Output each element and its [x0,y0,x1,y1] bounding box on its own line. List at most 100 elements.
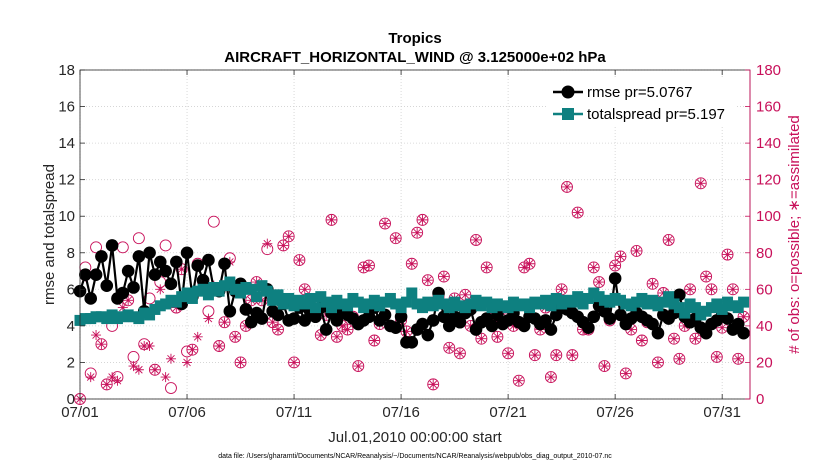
rmse-point [651,326,665,340]
obs-possible-point [512,374,525,387]
totalspread-point [202,289,214,301]
obs-assimilated-point [160,372,171,383]
y-right-tick-label: 80 [756,245,773,262]
obs-possible-point [721,248,734,261]
totalspread-point [186,292,198,304]
obs-assimilated-point [647,278,658,289]
totalspread-point [304,292,316,304]
y-right-tick-label: 140 [756,135,781,152]
footer-data-file: data file: /Users/gharamti/Documents/NCA… [218,453,612,460]
obs-assimilated-point [149,364,160,375]
obs-assimilated-point [669,333,680,344]
obs-possible-point [165,382,177,394]
obs-possible-point [95,338,108,351]
obs-possible-point [416,213,429,226]
obs-assimilated-point [481,262,492,273]
y-right-tick-label: 20 [756,354,773,371]
rmse-point [582,321,595,335]
axes: 07/01 07/06 07/11 07/16 07/21 07/26 07/31 0 2 4 6 8… [58,62,781,421]
obs-possible-point [480,261,493,274]
obs-assimilated-point [401,326,412,337]
rmse-point [614,308,627,322]
obs-possible-point [646,277,659,290]
obs-assimilated-point [192,331,203,342]
obs-assimilated-point [144,340,155,351]
obs-possible-point [443,341,456,354]
rmse-point [223,304,237,318]
rmse-point [121,264,135,278]
rmse-point [271,308,285,322]
totalspread-point [326,302,338,314]
obs-possible-point [502,347,515,360]
y-axis-right-label: # of obs: o=possible; ∗=assimilated [786,115,803,354]
obs-possible-point [437,270,450,283]
totalspread-point [716,303,728,315]
obs-assimilated-point [428,379,439,390]
obs-assimilated-point [380,218,391,229]
x-axis-label: Jul.01,2010 00:00:00 start [328,429,502,446]
totalspread-point [245,283,257,295]
obs-assimilated-point [85,372,96,383]
y-tick-label: 4 [67,318,75,335]
rmse-point [89,268,103,282]
rmse-point [100,279,114,292]
totalspread-point [572,291,584,303]
y-tick-label: 0 [67,391,75,408]
obs-possible-point [427,378,440,391]
totalspread-point [283,292,295,304]
x-tick-label: 07/06 [168,404,206,421]
obs-assimilated-point [422,275,433,286]
obs-assimilated-point [123,295,134,306]
obs-possible-point [619,367,632,380]
obs-possible-point [587,261,600,274]
rmse-point [132,250,146,263]
chart-subtitle: AIRCRAFT_HORIZONTAL_WIND @ 3.125000e+02 … [224,49,606,66]
obs-possible-point [470,234,482,246]
rmse-point [517,319,531,333]
obs-possible-point [609,259,622,272]
obs-assimilated-point [337,320,348,331]
obs-possible-point [148,363,161,376]
obs-assimilated-point [685,284,696,295]
rmse-point [159,264,172,278]
obs-assimilated-point [165,353,176,364]
rmse-point [84,292,98,305]
obs-assimilated-point [96,339,107,350]
obs-assimilated-point [112,375,123,386]
x-tick-label: 07/01 [61,404,99,421]
rmse-point [485,319,499,333]
obs-assimilated-point [508,320,519,331]
obs-assimilated-point [454,348,465,359]
rmse-point [378,308,392,322]
rmse-point [362,310,376,324]
obs-possible-point [288,356,301,369]
obs-assimilated-point [326,214,337,225]
obs-assimilated-point [631,245,642,256]
obs-possible-point [352,360,365,373]
totalspread-point [224,276,236,288]
obs-assimilated-point [610,260,621,271]
totalspread-point [400,296,412,308]
y-right-tick-label: 120 [756,172,781,189]
rmse-point [389,321,403,335]
rmse-point [721,312,734,325]
obs-possible-point [234,356,247,369]
obs-assimilated-point [417,214,428,225]
rmse-point [603,312,617,325]
obs-assimilated-point [315,330,326,341]
totalspread-point [309,302,321,314]
rmse-point [95,250,108,263]
y-right-tick-label: 60 [756,281,773,298]
obs-assimilated-point [139,340,150,351]
obs-assimilated-point [733,353,744,364]
rmse-point [421,328,435,342]
obs-assimilated-point [594,277,605,288]
rmse-point [416,317,429,331]
obs-assimilated-point [615,251,626,262]
legend: rmse pr=5.0767 totalspread pr=5.197 [548,77,736,125]
rmse-point [319,323,333,336]
obs-possible-point [229,330,242,343]
rmse-point [127,281,140,294]
obs-possible-point [491,330,504,343]
obs-assimilated-point [176,264,187,275]
